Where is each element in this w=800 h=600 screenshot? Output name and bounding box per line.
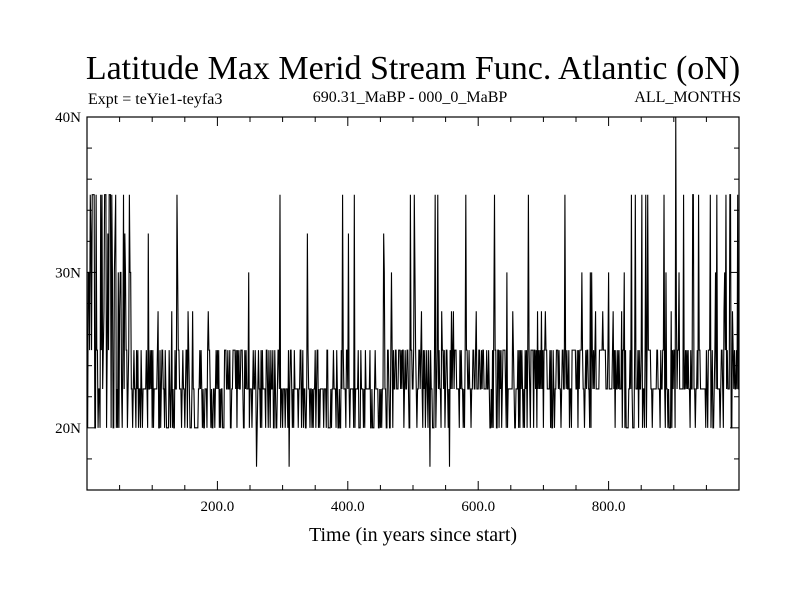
chart-subtitle-center: 690.31_MaBP - 000_0_MaBP bbox=[313, 89, 508, 106]
y-tick-label: 20N bbox=[55, 421, 81, 437]
x-tick-label: 200.0 bbox=[201, 499, 235, 515]
y-tick-label: 40N bbox=[55, 110, 81, 126]
x-tick-label: 400.0 bbox=[331, 499, 365, 515]
y-tick-label: 30N bbox=[55, 265, 81, 281]
x-axis-label: Time (in years since start) bbox=[309, 524, 517, 546]
chart-subtitle-right: ALL_MONTHS bbox=[634, 89, 741, 106]
data-series-line bbox=[87, 117, 739, 467]
x-tick-label: 600.0 bbox=[461, 499, 495, 515]
plot-area: 200.0 400.0 600.0 800.0 20N 30N 40N bbox=[55, 110, 740, 515]
x-tick-label: 800.0 bbox=[592, 499, 626, 515]
chart-title: Latitude Max Merid Stream Func. Atlantic… bbox=[86, 50, 740, 87]
chart-subtitle-left: Expt = teYie1-teyfa3 bbox=[88, 91, 222, 108]
